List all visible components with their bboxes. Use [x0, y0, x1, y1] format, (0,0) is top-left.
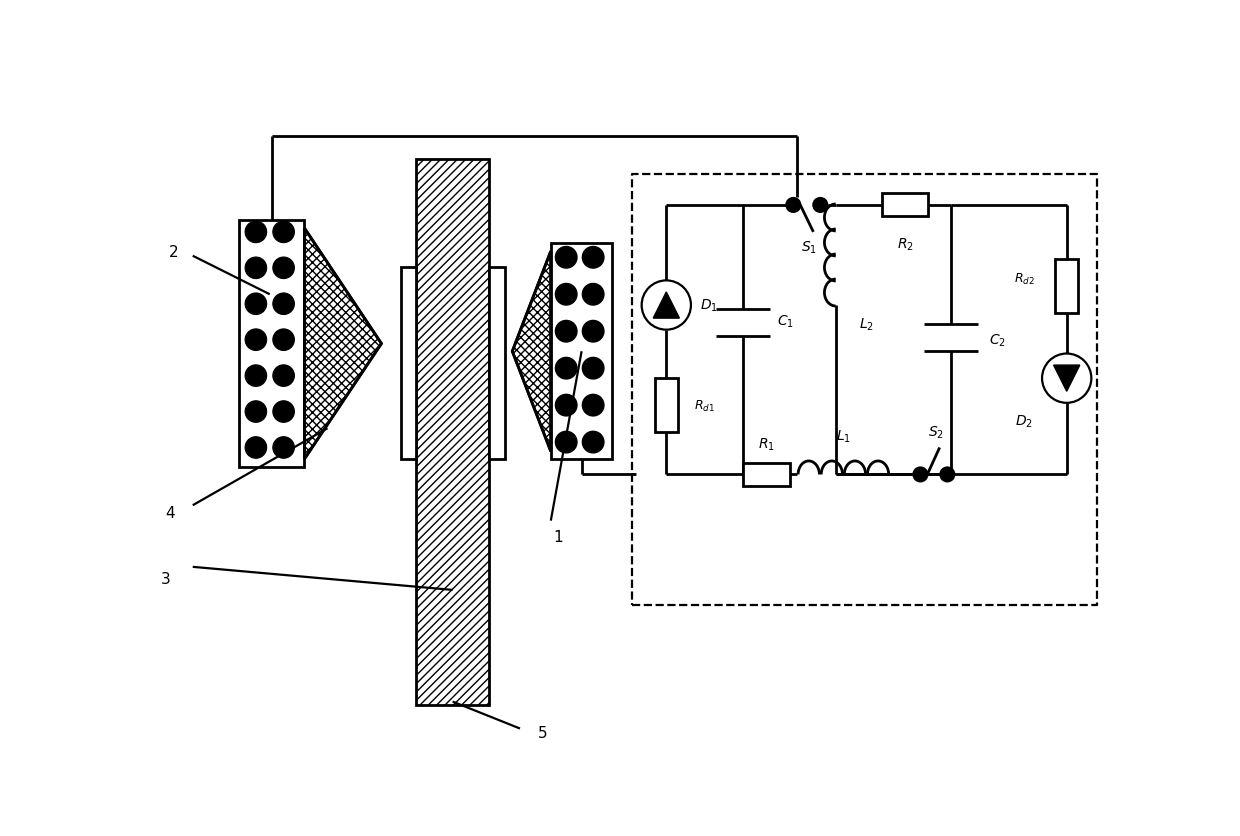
Circle shape: [273, 401, 294, 423]
Circle shape: [940, 468, 955, 482]
Text: $R_1$: $R_1$: [758, 436, 775, 452]
Circle shape: [246, 329, 267, 351]
Circle shape: [273, 329, 294, 351]
Circle shape: [246, 222, 267, 243]
Text: $S_2$: $S_2$: [928, 425, 944, 441]
Text: 3: 3: [161, 571, 171, 586]
Circle shape: [246, 365, 267, 387]
Circle shape: [1042, 354, 1091, 403]
Circle shape: [246, 293, 267, 315]
Circle shape: [583, 321, 604, 343]
Circle shape: [583, 247, 604, 268]
Polygon shape: [512, 252, 551, 451]
Circle shape: [246, 257, 267, 279]
Circle shape: [556, 247, 577, 268]
Polygon shape: [304, 229, 382, 460]
Bar: [882, 194, 928, 217]
Circle shape: [273, 293, 294, 315]
Text: $L_1$: $L_1$: [836, 428, 851, 445]
Text: $D_2$: $D_2$: [1016, 413, 1033, 429]
Bar: [490, 268, 505, 460]
Polygon shape: [653, 293, 680, 319]
Circle shape: [273, 222, 294, 243]
Circle shape: [556, 395, 577, 416]
Bar: [239, 221, 304, 467]
Circle shape: [583, 358, 604, 380]
Text: $R_2$: $R_2$: [897, 236, 914, 252]
Text: $C_1$: $C_1$: [777, 313, 794, 329]
Circle shape: [273, 257, 294, 279]
Circle shape: [583, 431, 604, 453]
Bar: [655, 379, 678, 432]
Bar: [743, 463, 790, 487]
Text: $L_2$: $L_2$: [859, 317, 874, 333]
Text: 2: 2: [169, 245, 179, 260]
Bar: [401, 268, 417, 460]
Text: $S_1$: $S_1$: [801, 240, 817, 256]
Circle shape: [556, 358, 577, 380]
Bar: [417, 160, 490, 706]
Text: 5: 5: [538, 725, 548, 740]
Circle shape: [786, 199, 800, 212]
Circle shape: [273, 365, 294, 387]
Circle shape: [246, 401, 267, 423]
Circle shape: [813, 199, 827, 212]
Text: 1: 1: [554, 529, 563, 544]
Circle shape: [556, 284, 577, 306]
Circle shape: [641, 281, 691, 330]
Circle shape: [583, 284, 604, 306]
Bar: [551, 244, 613, 460]
Polygon shape: [1054, 365, 1080, 392]
Bar: [1055, 259, 1079, 314]
Text: 4: 4: [165, 506, 175, 521]
Circle shape: [246, 437, 267, 459]
Text: $R_{d2}$: $R_{d2}$: [1014, 271, 1034, 286]
Text: $D_1$: $D_1$: [699, 298, 718, 314]
Circle shape: [583, 395, 604, 416]
Text: $C_2$: $C_2$: [990, 332, 1006, 349]
Text: $R_{d1}$: $R_{d1}$: [694, 398, 715, 413]
Circle shape: [556, 321, 577, 343]
Circle shape: [556, 431, 577, 453]
Circle shape: [914, 468, 928, 482]
Circle shape: [273, 437, 294, 459]
